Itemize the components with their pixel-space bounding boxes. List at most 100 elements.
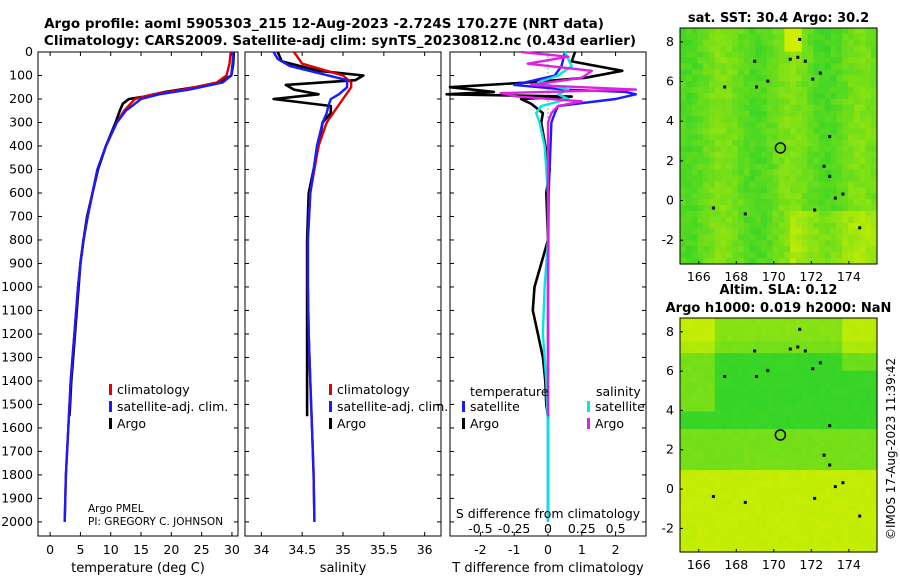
map-cell xyxy=(853,341,861,348)
map-cell xyxy=(795,435,803,442)
island-mark xyxy=(753,349,757,353)
map-cell xyxy=(691,546,698,553)
map-cell xyxy=(680,246,687,253)
map-cell xyxy=(790,169,797,177)
map-cell xyxy=(819,98,826,106)
map-cell xyxy=(830,258,838,265)
map-cell xyxy=(703,199,710,206)
map-cell xyxy=(859,370,867,378)
map-cell xyxy=(830,69,838,76)
map-cell xyxy=(865,69,872,76)
map-cell xyxy=(813,234,820,241)
map-cell xyxy=(836,140,843,147)
map-cell xyxy=(819,458,826,465)
island-mark xyxy=(828,174,832,178)
map-cell xyxy=(819,534,826,541)
map-cell xyxy=(853,429,861,436)
map-cell xyxy=(708,258,716,265)
map-cell xyxy=(830,394,838,401)
map-cell xyxy=(732,258,739,265)
map-cell xyxy=(842,341,849,348)
map-cell xyxy=(807,382,814,389)
map-cell xyxy=(836,318,843,325)
map-cell xyxy=(697,499,704,506)
map-cell xyxy=(859,110,867,118)
map-cell xyxy=(737,394,745,401)
map-cell xyxy=(726,193,733,200)
map-cell xyxy=(755,516,762,524)
map-cell xyxy=(697,458,704,465)
map-cell xyxy=(830,87,838,94)
map-cell xyxy=(807,116,814,123)
map-cell xyxy=(761,341,768,348)
map-cell xyxy=(871,499,878,506)
map-cell xyxy=(813,382,820,389)
y-tick-label: 0 xyxy=(666,481,674,496)
map-cell xyxy=(772,69,780,76)
map-cell xyxy=(772,318,780,325)
map-cell xyxy=(784,210,791,218)
map-cell xyxy=(830,481,838,489)
map-cell xyxy=(830,181,838,188)
map-cell xyxy=(761,470,768,477)
map-cell xyxy=(819,163,826,171)
map-cell xyxy=(691,216,698,224)
map-cell xyxy=(703,358,710,366)
map-cell xyxy=(720,69,727,76)
map-cell xyxy=(749,51,756,59)
map-cell xyxy=(749,516,756,524)
map-cell xyxy=(795,358,803,366)
map-cell xyxy=(790,134,797,141)
map-cell xyxy=(749,364,756,372)
map-cell xyxy=(871,358,878,366)
map-cell xyxy=(720,505,727,512)
map-cell xyxy=(859,417,867,424)
map-cell xyxy=(801,534,809,541)
map-cell xyxy=(813,534,820,541)
map-cell xyxy=(691,475,698,483)
map-cell xyxy=(813,493,820,500)
map-cell xyxy=(801,528,809,536)
map-cell xyxy=(859,481,867,489)
map-cell xyxy=(813,505,820,512)
map-cell xyxy=(830,151,838,159)
map-cell xyxy=(755,347,762,354)
legend-s-argo-label: Argo xyxy=(595,416,624,431)
map-cell xyxy=(743,481,751,489)
y-tick-label: 1100 xyxy=(1,302,33,317)
map-cell xyxy=(819,329,826,337)
map-cell xyxy=(848,464,855,471)
legend-t-satellite-swatch xyxy=(462,401,465,412)
map-cell xyxy=(865,499,872,506)
map-cell xyxy=(784,481,791,489)
map-cell xyxy=(813,116,820,123)
map-cell xyxy=(865,511,872,518)
map-cell xyxy=(714,382,722,389)
map-cell xyxy=(790,546,797,553)
map-cell xyxy=(871,429,878,436)
map-cell xyxy=(795,69,803,76)
map-cell xyxy=(859,258,867,265)
map-cell xyxy=(680,240,687,247)
map-cell xyxy=(726,75,733,82)
map-cell xyxy=(697,240,704,247)
map-cell xyxy=(737,335,745,342)
map-cell xyxy=(848,128,855,135)
map-cell xyxy=(871,470,878,477)
map-cell xyxy=(848,516,855,524)
map-cell xyxy=(836,252,843,259)
map-cell xyxy=(859,33,867,41)
map-cell xyxy=(708,63,716,70)
map-cell xyxy=(714,163,722,171)
map-cell xyxy=(761,69,768,76)
map-cell xyxy=(680,134,687,141)
map-cell xyxy=(685,370,693,378)
x-tick-label: 0 xyxy=(544,542,552,557)
map-cell xyxy=(842,452,849,459)
map-cell xyxy=(807,163,814,171)
map-cell xyxy=(865,440,872,448)
map-cell xyxy=(778,33,785,41)
map-cell xyxy=(761,353,768,360)
map-cell xyxy=(807,417,814,424)
map-cell xyxy=(865,435,872,442)
